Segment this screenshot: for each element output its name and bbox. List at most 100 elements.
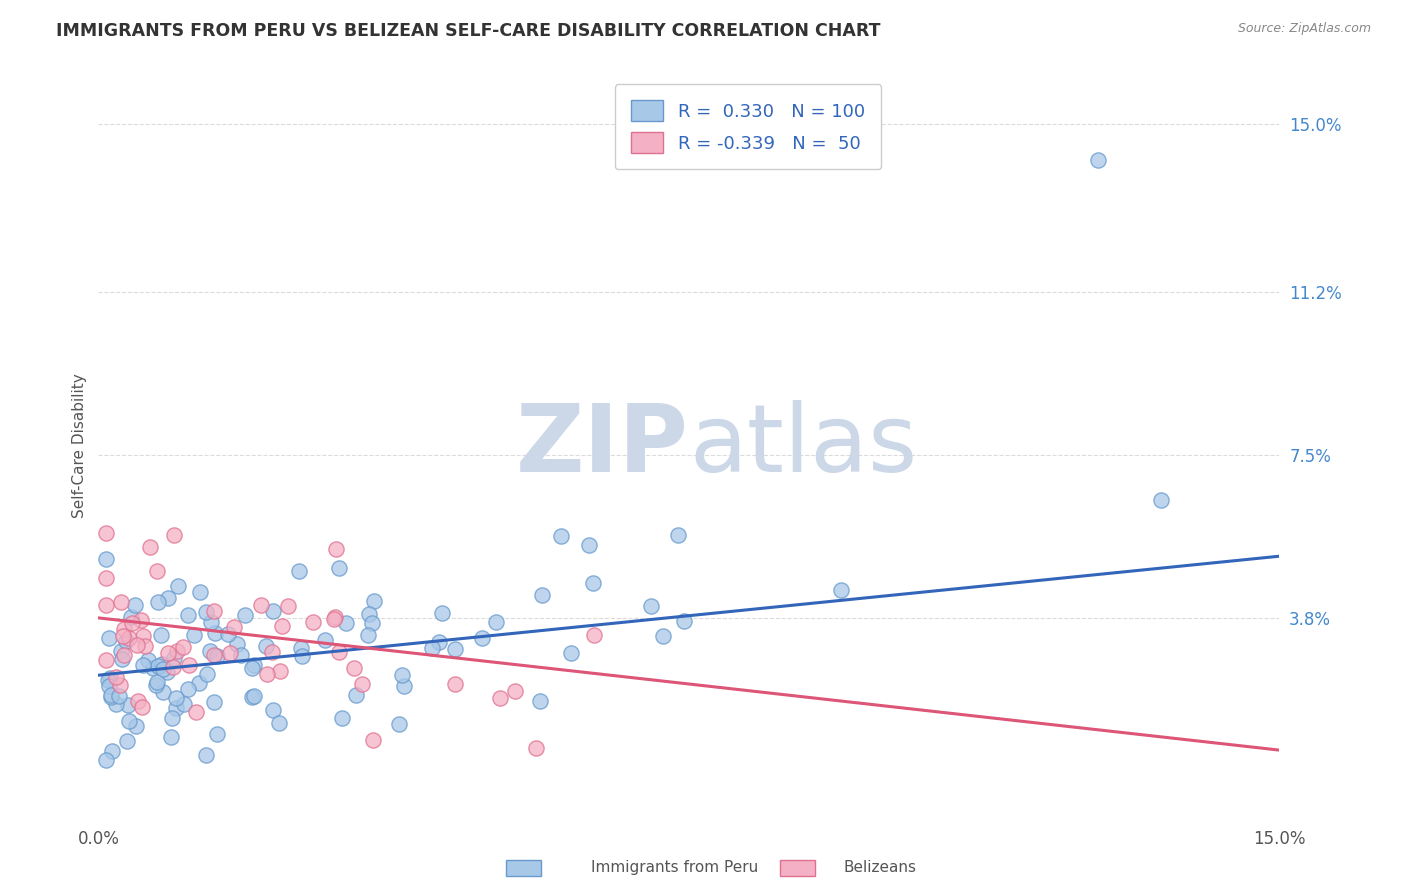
Point: [96, 571, 118, 585]
Point: [110, 595, 132, 609]
Point: [263, 702, 285, 716]
Point: [242, 658, 264, 673]
Point: [254, 639, 277, 653]
Point: [190, 584, 212, 599]
Point: [357, 607, 380, 621]
Point: [323, 612, 346, 626]
Point: [1087, 153, 1109, 167]
Point: [100, 688, 122, 702]
Point: [229, 648, 252, 662]
Legend: R =  0.330   N = 100, R = -0.339   N =  50: R = 0.330 N = 100, R = -0.339 N = 50: [614, 84, 882, 169]
Point: [489, 691, 512, 706]
Point: [98, 631, 121, 645]
Point: [146, 675, 169, 690]
Point: [277, 599, 299, 613]
Point: [136, 653, 159, 667]
Point: [105, 670, 128, 684]
Point: [117, 698, 139, 712]
Point: [162, 659, 184, 673]
Y-axis label: Self-Care Disability: Self-Care Disability: [72, 374, 87, 518]
Point: [131, 700, 153, 714]
Point: [177, 658, 200, 673]
Point: [148, 595, 170, 609]
Point: [335, 615, 357, 630]
Point: [152, 662, 174, 676]
Point: [262, 604, 284, 618]
Point: [1150, 492, 1173, 507]
Point: [145, 678, 167, 692]
Point: [125, 638, 148, 652]
Point: [529, 694, 551, 708]
Point: [111, 652, 134, 666]
Point: [98, 671, 121, 685]
Point: [134, 639, 156, 653]
Point: [357, 627, 380, 641]
Point: [503, 683, 526, 698]
Point: [471, 631, 494, 645]
Point: [177, 608, 200, 623]
Point: [198, 644, 221, 658]
Point: [100, 690, 122, 704]
Point: [582, 576, 605, 591]
Point: [524, 741, 547, 756]
Point: [328, 560, 350, 574]
Text: Belizeans: Belizeans: [844, 860, 917, 874]
Point: [361, 733, 384, 747]
Point: [443, 677, 465, 691]
Point: [157, 646, 180, 660]
Point: [290, 641, 312, 656]
Point: [166, 644, 188, 658]
Point: [830, 582, 852, 597]
Point: [323, 609, 346, 624]
Point: [156, 591, 179, 606]
Point: [127, 693, 149, 707]
Point: [139, 540, 162, 554]
Point: [485, 615, 508, 629]
Point: [207, 648, 229, 663]
Point: [344, 688, 367, 702]
Point: [202, 648, 225, 662]
Point: [550, 529, 572, 543]
Point: [291, 648, 314, 663]
Point: [163, 528, 186, 542]
Text: ZIP: ZIP: [516, 400, 689, 492]
Point: [235, 608, 257, 623]
Point: [343, 661, 366, 675]
Point: [112, 622, 135, 636]
Point: [165, 690, 187, 705]
Point: [361, 615, 384, 630]
Point: [188, 676, 211, 690]
Text: atlas: atlas: [689, 400, 917, 492]
Point: [163, 651, 186, 665]
Point: [184, 706, 207, 720]
Point: [652, 629, 675, 643]
Point: [314, 632, 336, 647]
Point: [673, 615, 696, 629]
Point: [391, 667, 413, 681]
Point: [96, 526, 118, 541]
Point: [392, 679, 415, 693]
Point: [110, 644, 132, 658]
Point: [112, 648, 135, 663]
Point: [270, 619, 292, 633]
Point: [202, 604, 225, 618]
Text: Source: ZipAtlas.com: Source: ZipAtlas.com: [1237, 22, 1371, 36]
Point: [287, 564, 309, 578]
Point: [150, 657, 173, 671]
Point: [243, 689, 266, 703]
Point: [204, 625, 226, 640]
Point: [111, 629, 134, 643]
Text: IMMIGRANTS FROM PERU VS BELIZEAN SELF-CARE DISABILITY CORRELATION CHART: IMMIGRANTS FROM PERU VS BELIZEAN SELF-CA…: [56, 22, 880, 40]
Point: [560, 646, 582, 660]
Point: [152, 684, 174, 698]
Point: [115, 734, 138, 748]
Point: [217, 627, 239, 641]
Point: [160, 731, 183, 745]
Point: [114, 634, 136, 648]
Point: [269, 664, 291, 678]
Point: [363, 593, 385, 607]
Point: [155, 665, 177, 679]
Point: [256, 666, 278, 681]
Point: [420, 640, 443, 655]
Point: [427, 634, 450, 648]
